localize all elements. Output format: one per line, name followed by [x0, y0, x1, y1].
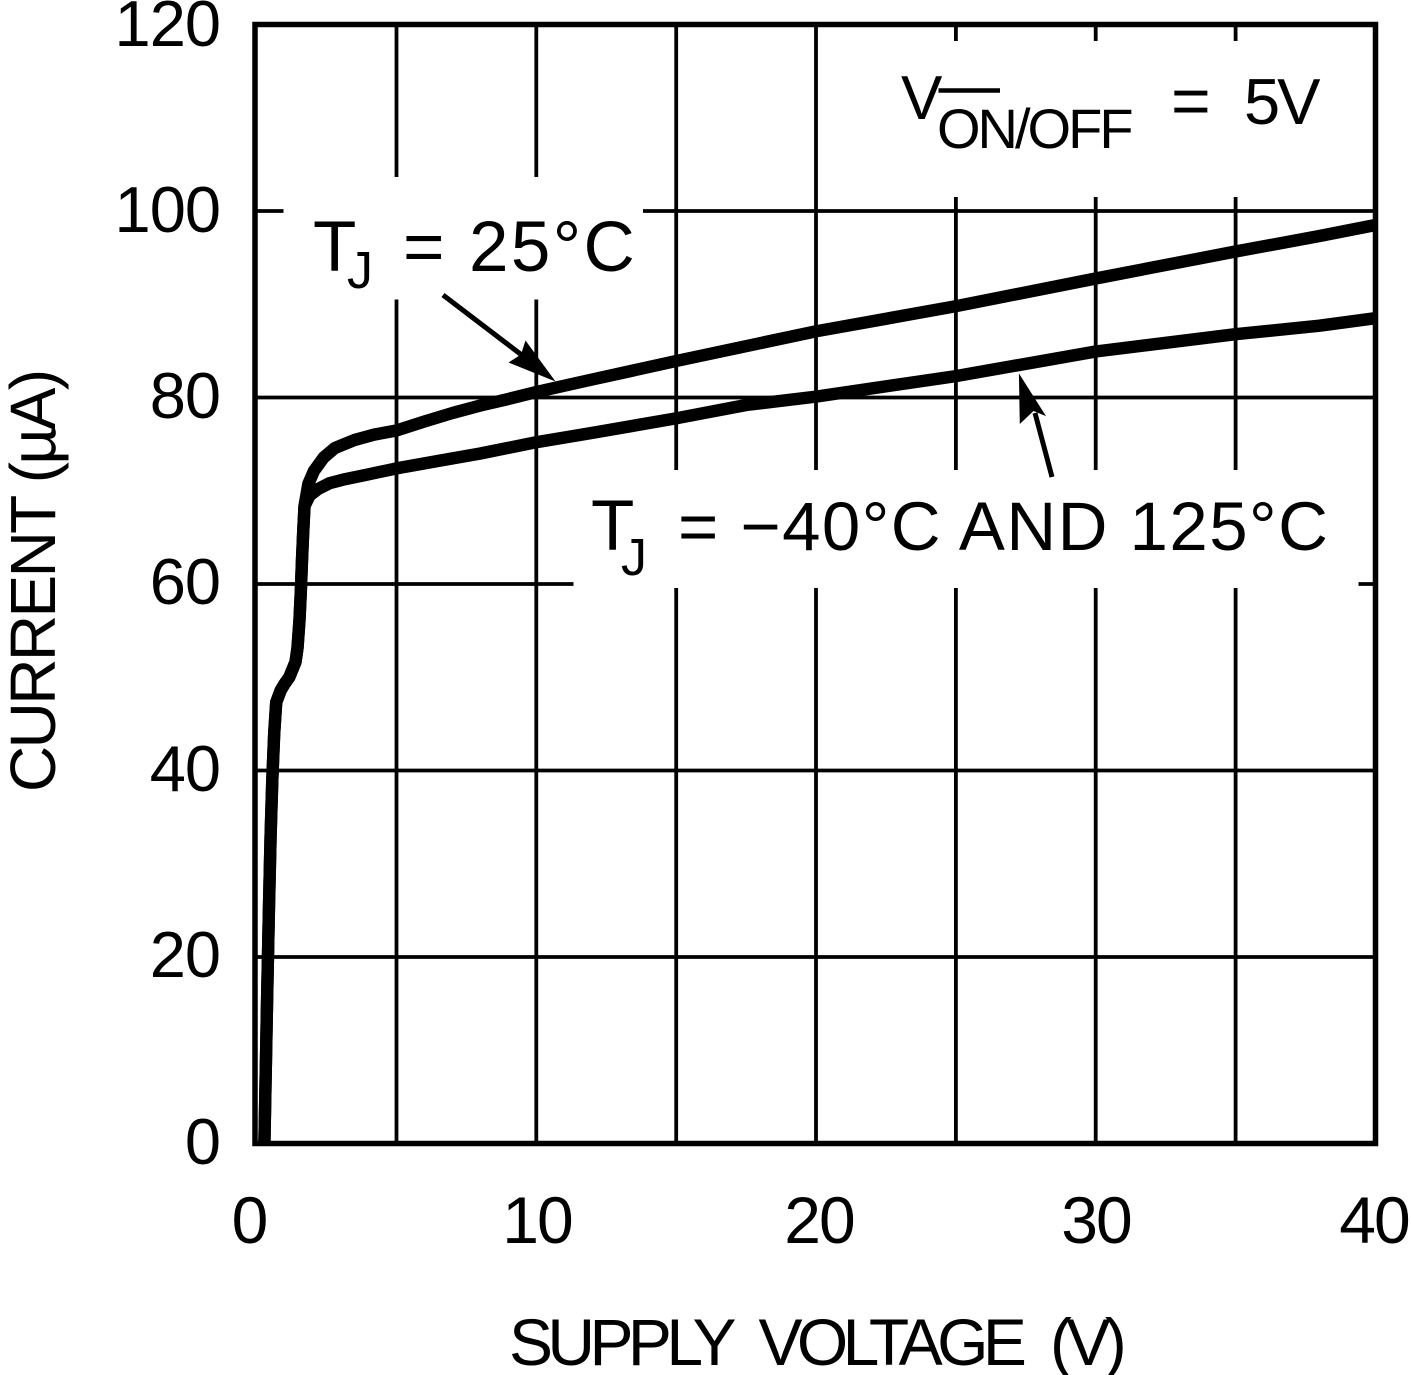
svg-text:10: 10: [502, 1183, 572, 1257]
svg-text:20: 20: [150, 918, 220, 991]
svg-text:80: 80: [150, 359, 220, 432]
svg-text:40: 40: [150, 732, 220, 805]
svg-text:60: 60: [150, 545, 220, 618]
svg-text:SUPPLY VOLTAGE (V): SUPPLY VOLTAGE (V): [509, 1305, 1123, 1375]
svg-text:J: J: [621, 529, 647, 587]
svg-text:T: T: [313, 208, 356, 287]
svg-text:100: 100: [115, 173, 220, 246]
svg-text:= 25°C: = 25°C: [403, 208, 637, 287]
svg-text:=: =: [1171, 63, 1211, 139]
svg-text:J: J: [347, 242, 373, 300]
svg-text:CURRENT (µA): CURRENT (µA): [0, 372, 69, 793]
svg-text:= −40°C AND 125°C: = −40°C AND 125°C: [678, 488, 1329, 565]
svg-text:V: V: [901, 64, 943, 133]
svg-text:20: 20: [784, 1183, 854, 1257]
svg-text:40: 40: [1339, 1183, 1409, 1257]
svg-text:120: 120: [115, 0, 220, 60]
svg-text:T: T: [591, 487, 634, 566]
svg-text:0: 0: [232, 1183, 267, 1257]
svg-text:ON/OFF: ON/OFF: [937, 97, 1131, 160]
svg-text:5V: 5V: [1244, 65, 1321, 138]
svg-text:30: 30: [1061, 1183, 1131, 1257]
svg-text:0: 0: [185, 1105, 220, 1178]
